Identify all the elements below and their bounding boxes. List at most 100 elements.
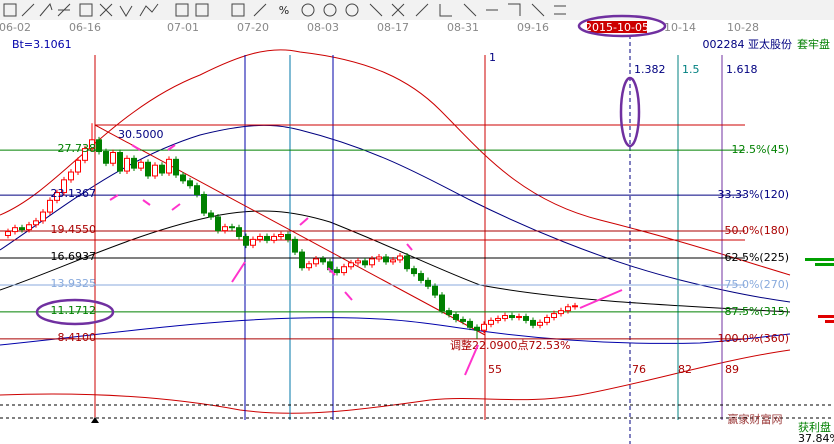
candle-body xyxy=(432,285,438,296)
candle-body xyxy=(271,235,277,241)
candle-body xyxy=(558,310,564,315)
candle-body xyxy=(124,157,130,172)
highlight-ellipse xyxy=(577,14,667,38)
candle-body xyxy=(19,227,25,231)
gann-label: 33.33%(120) xyxy=(717,188,789,201)
side-bar xyxy=(805,258,834,261)
candle-body xyxy=(404,255,410,270)
toolbar-percent[interactable]: % xyxy=(279,4,289,17)
side-bottom: 获利盘 xyxy=(798,420,831,434)
side-bar xyxy=(815,263,834,266)
candle-body xyxy=(306,263,312,269)
candle-body xyxy=(292,238,298,253)
candle-body xyxy=(5,231,11,236)
date-highlight xyxy=(587,21,647,33)
candle-body xyxy=(138,161,144,169)
candle-body xyxy=(411,268,417,275)
candle-body xyxy=(565,306,571,312)
candle-body xyxy=(278,234,284,237)
candle-body xyxy=(551,313,557,318)
toolbar-icons xyxy=(3,2,566,17)
gann-label: 100.0%(360) xyxy=(717,332,789,345)
candle-body xyxy=(33,220,39,226)
candle-body xyxy=(96,139,102,153)
candle-body xyxy=(299,251,305,269)
candle-body xyxy=(544,316,550,323)
candle-body xyxy=(474,326,480,331)
candle-body xyxy=(460,318,466,322)
candle-body xyxy=(439,294,445,312)
arrow xyxy=(167,144,176,151)
candle-body xyxy=(12,227,18,233)
arrow xyxy=(171,203,181,211)
count-label: 76 xyxy=(632,363,646,376)
candle-body xyxy=(82,148,88,161)
count-label: 89 xyxy=(725,363,739,376)
gann-label: 75.0%(270) xyxy=(724,278,789,291)
arrow xyxy=(406,243,413,251)
candle-body xyxy=(215,216,221,232)
side-top: 套牢盘 xyxy=(797,37,830,51)
candle-body xyxy=(257,235,263,240)
arrow xyxy=(142,199,151,206)
candle-body xyxy=(383,256,389,263)
candle-body xyxy=(117,152,123,172)
candle-body xyxy=(285,234,291,240)
candle-body xyxy=(159,164,165,174)
candle-body xyxy=(187,180,193,187)
candle-body xyxy=(201,193,207,214)
y-tick-label: 11.1712 xyxy=(51,304,97,317)
gann-label: 12.5%(45) xyxy=(731,143,789,156)
arrow xyxy=(579,289,623,309)
candle-body xyxy=(495,317,501,321)
y-tick-label: 13.9325 xyxy=(51,277,97,290)
stock-label: 002284 亚太股份 xyxy=(703,38,793,51)
x-tick-label: 08-03 xyxy=(307,21,339,34)
x-tick-label: 10-28 xyxy=(727,21,759,34)
candle-body xyxy=(355,260,361,264)
side-percent: 37.84% xyxy=(798,432,834,444)
arrow xyxy=(131,144,141,151)
arrow xyxy=(109,194,119,201)
candle-body xyxy=(362,260,368,266)
candle-body xyxy=(341,266,347,274)
candle-body xyxy=(390,259,396,263)
gann-label: 62.5%(225) xyxy=(724,251,789,264)
side-bar xyxy=(825,320,834,323)
arrows xyxy=(109,144,623,376)
fib-time-label: 1.5 xyxy=(682,63,700,76)
candle-body xyxy=(348,262,354,268)
x-tick-label: 2015-10-05 xyxy=(585,21,649,34)
candle-body xyxy=(152,164,158,177)
candle-body xyxy=(26,224,32,231)
candle-body xyxy=(236,227,242,237)
x-tick-label: 08-31 xyxy=(447,21,479,34)
arrow xyxy=(344,291,353,301)
arrow xyxy=(327,267,336,276)
candle-body xyxy=(131,157,137,169)
candle-body xyxy=(243,235,249,246)
x-tick-label: 06-02 xyxy=(0,21,31,34)
x-tick-label: 10-14 xyxy=(664,21,696,34)
candle-body xyxy=(194,185,200,195)
lower-average xyxy=(0,317,791,346)
candle-body xyxy=(229,226,235,229)
x-tick-label: 09-16 xyxy=(517,21,549,34)
candle-body xyxy=(446,310,452,316)
candle-body xyxy=(516,316,522,319)
candle-body xyxy=(369,258,375,266)
candle-body xyxy=(208,212,214,218)
arrow xyxy=(299,217,309,226)
x-tick-label: 06-16 xyxy=(69,21,101,34)
x-tick-label: 07-20 xyxy=(237,21,269,34)
candle-body xyxy=(397,255,403,261)
arrow xyxy=(464,344,479,376)
count-label: 82 xyxy=(678,363,692,376)
high-label: 30.5000 xyxy=(118,128,164,141)
candle-body xyxy=(89,139,95,150)
watermark: 赢家财富网 xyxy=(728,412,783,426)
candle-body xyxy=(173,158,179,176)
candle-body xyxy=(572,305,578,308)
